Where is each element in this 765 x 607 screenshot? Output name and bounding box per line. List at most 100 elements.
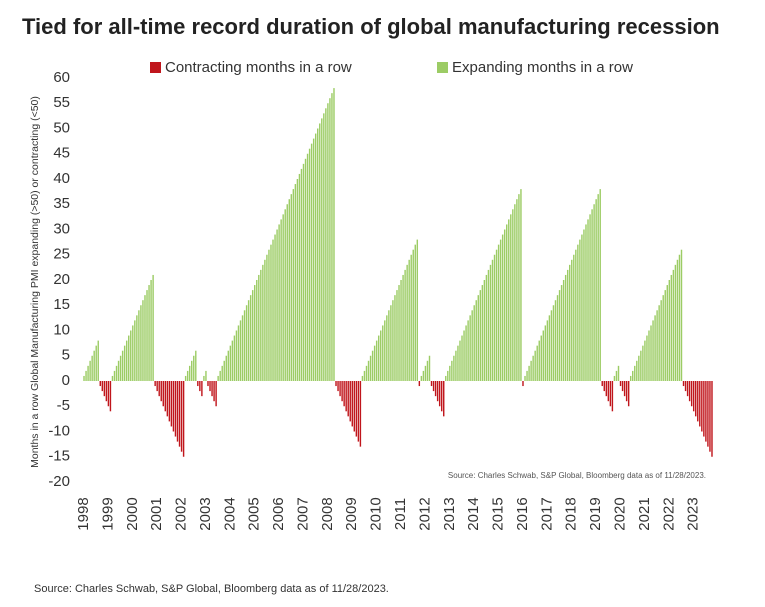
bar <box>632 370 634 381</box>
bar <box>579 239 581 381</box>
bar <box>434 381 437 397</box>
bar <box>174 381 177 437</box>
bar <box>514 204 516 381</box>
y-tick-label: 5 <box>62 347 70 364</box>
bar <box>209 381 211 392</box>
bar <box>656 310 658 381</box>
bar <box>152 274 154 381</box>
bar <box>550 310 553 381</box>
bar <box>593 204 595 381</box>
bar <box>396 290 398 381</box>
bar <box>449 365 451 381</box>
bar <box>339 381 341 397</box>
x-tick-label: 2008 <box>319 497 336 530</box>
bar <box>392 300 394 381</box>
bar <box>111 375 114 381</box>
bar <box>705 381 707 442</box>
bar <box>217 375 219 381</box>
bar <box>243 310 246 381</box>
bar <box>534 350 536 381</box>
bar <box>503 229 506 381</box>
bar <box>607 381 610 402</box>
y-tick-label: 30 <box>53 220 70 237</box>
bar <box>595 199 597 381</box>
bar <box>97 340 99 381</box>
bar <box>467 320 469 381</box>
bar <box>678 254 681 381</box>
bar <box>128 335 130 381</box>
bar <box>367 360 370 381</box>
legend-label: Contracting months in a row <box>165 59 352 76</box>
bar <box>613 375 616 381</box>
y-tick-label: 35 <box>53 195 70 212</box>
bar <box>461 335 463 381</box>
bar <box>497 244 500 381</box>
bar <box>89 360 91 381</box>
bar <box>585 224 587 381</box>
bar <box>298 173 301 381</box>
bar <box>329 98 331 381</box>
bar <box>499 239 502 381</box>
bar <box>603 381 605 392</box>
bar <box>247 300 250 381</box>
bar <box>371 350 374 381</box>
bar <box>400 280 402 381</box>
x-tick-label: 2023 <box>685 497 702 530</box>
bar <box>564 274 567 381</box>
bar <box>300 168 303 381</box>
y-tick-label: 40 <box>53 170 70 187</box>
x-tick-label: 2013 <box>441 497 458 530</box>
bar <box>692 381 695 412</box>
bar <box>575 249 577 381</box>
bar <box>292 189 295 381</box>
x-tick-label: 2006 <box>270 497 287 530</box>
bar <box>636 360 638 381</box>
bar <box>176 381 179 442</box>
bar <box>556 295 559 381</box>
legend-label: Expanding months in a row <box>452 59 633 76</box>
y-tick-label: 10 <box>53 321 70 338</box>
bar <box>589 214 591 381</box>
bar <box>227 350 230 381</box>
bar <box>469 315 471 381</box>
annotation: Source: Charles Schwab, S&P Global, Bloo… <box>448 471 706 480</box>
bar <box>591 209 593 381</box>
bar <box>337 381 339 392</box>
bar <box>619 381 622 387</box>
bar <box>319 123 321 381</box>
bar <box>688 381 691 402</box>
bar <box>516 199 518 381</box>
bar <box>408 259 410 381</box>
bar <box>304 158 307 381</box>
bar <box>158 381 160 397</box>
bar <box>245 305 248 381</box>
x-tick-label: 2001 <box>148 497 165 530</box>
bar <box>188 365 191 381</box>
bar <box>625 381 628 402</box>
bar <box>459 340 461 381</box>
bar <box>436 381 439 402</box>
bar <box>611 381 614 412</box>
bar <box>343 381 345 407</box>
bar <box>375 340 378 381</box>
bar <box>644 340 646 381</box>
bar <box>481 285 484 381</box>
bar <box>524 375 526 381</box>
y-tick-label: -15 <box>48 448 70 465</box>
bar <box>215 381 217 407</box>
bar <box>558 290 561 381</box>
bar <box>134 320 136 381</box>
bar <box>266 254 268 381</box>
bar <box>207 381 209 387</box>
bar <box>530 360 532 381</box>
bar <box>270 244 272 381</box>
bar <box>282 214 284 381</box>
bar <box>180 381 183 452</box>
bar <box>312 138 315 381</box>
bar <box>654 315 656 381</box>
bar <box>195 350 197 381</box>
bar <box>552 305 555 381</box>
bar <box>99 381 101 387</box>
bar <box>522 381 524 387</box>
bar <box>373 345 376 381</box>
